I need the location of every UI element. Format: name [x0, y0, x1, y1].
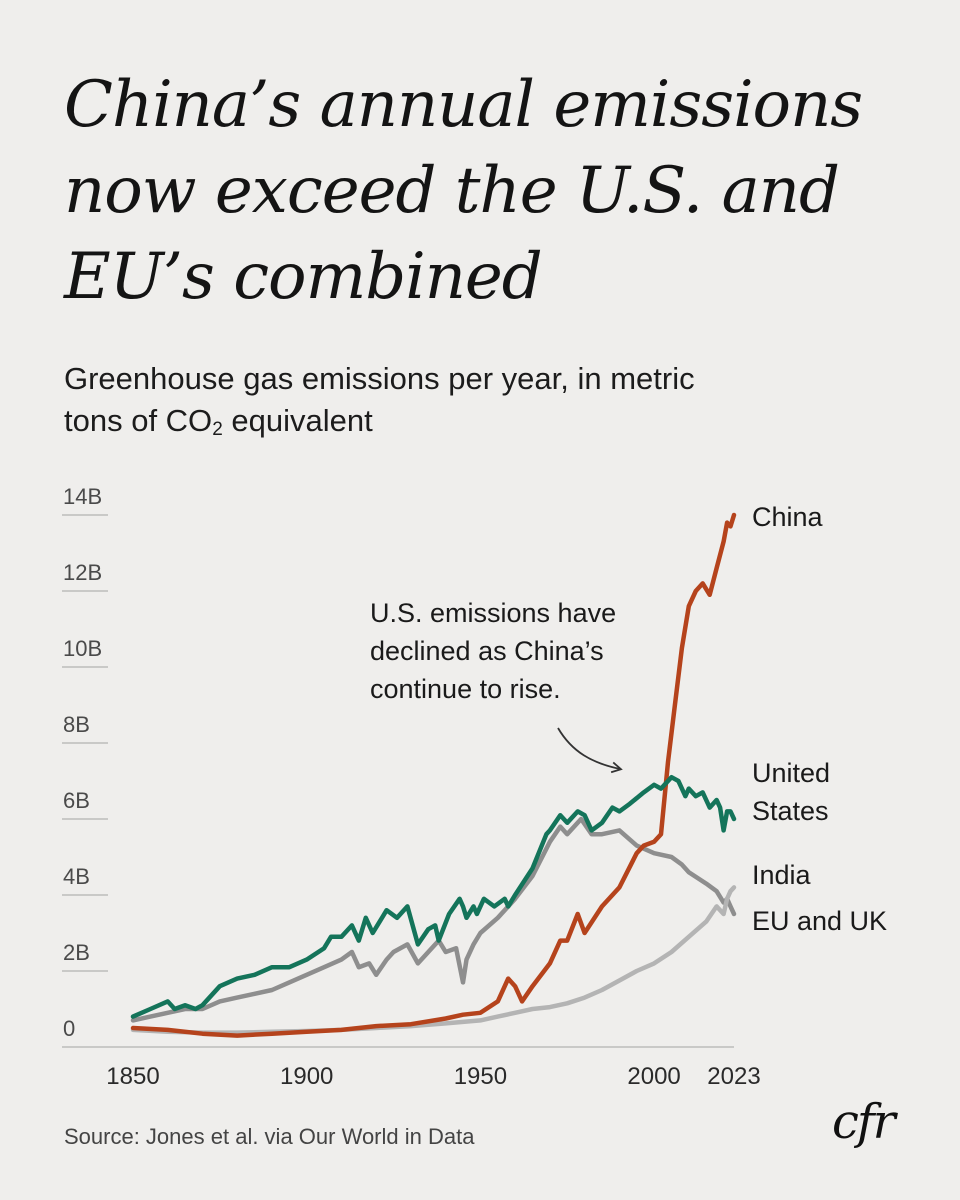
series-label-china: China: [752, 502, 824, 532]
series-labels: EU and UK India China United States: [752, 502, 887, 936]
series-line-united_states: [130, 774, 737, 1019]
headline-line-2: now exceed the U.S. and: [64, 154, 840, 228]
x-tick-label: 1850: [106, 1063, 159, 1090]
grid-lines: [62, 514, 734, 1048]
x-tick-label: 1900: [280, 1063, 333, 1090]
series-label-eu_uk: EU and UK: [752, 906, 887, 936]
chart-annotation: U.S. emissions have declined as China’s co…: [370, 598, 623, 774]
headline-line-1: China’s annual emissions: [64, 68, 863, 142]
subtitle-subscript: 2: [212, 419, 223, 440]
series-label-india: India: [752, 860, 812, 890]
series-label-united_states: United: [752, 758, 830, 788]
series-line-eu_uk: [130, 816, 737, 1023]
series-line-china: [130, 512, 737, 1038]
y-tick-label: 2B: [63, 940, 90, 965]
y-tick-label: 8B: [63, 712, 90, 737]
headline-line-3: EU’s combined: [64, 240, 543, 314]
annotation-arrow: [557, 727, 623, 774]
x-tick-label: 2000: [627, 1063, 680, 1090]
subtitle-line-2: tons of CO2 equivalent: [64, 400, 844, 451]
x-tick-label: 1950: [454, 1063, 507, 1090]
series-lines: [130, 512, 737, 1038]
headline: China’s annual emissions now exceed the …: [64, 62, 904, 320]
cfr-logo: cfr: [832, 1094, 896, 1150]
series-label-united_states: States: [752, 796, 829, 826]
series-line-india: [130, 885, 737, 1035]
x-tick-label: 2023: [707, 1063, 760, 1090]
subtitle-text-after: equivalent: [222, 403, 373, 438]
subtitle-text-before: tons of CO: [64, 403, 213, 438]
y-tick-label: 14B: [63, 484, 102, 509]
annotation-line-1: U.S. emissions have: [370, 598, 616, 628]
source-note: Source: Jones et al. via Our World in Da…: [64, 1124, 475, 1149]
y-tick-label: 6B: [63, 788, 90, 813]
y-tick-label: 10B: [63, 636, 102, 661]
annotation-line-2: declined as China’s: [370, 636, 604, 666]
annotation-line-3: continue to rise.: [370, 674, 561, 704]
x-axis-ticks: 1850 1900 1950 2000 2023: [106, 1063, 760, 1090]
y-axis-ticks: 0 2B 4B 6B 8B 10B 12B 14B: [63, 484, 102, 1041]
chart-subtitle: Greenhouse gas emissions per year, in me…: [64, 358, 844, 451]
y-tick-label: 12B: [63, 560, 102, 585]
y-tick-label: 4B: [63, 864, 90, 889]
subtitle-line-1: Greenhouse gas emissions per year, in me…: [64, 361, 695, 396]
y-tick-label: 0: [63, 1016, 75, 1041]
